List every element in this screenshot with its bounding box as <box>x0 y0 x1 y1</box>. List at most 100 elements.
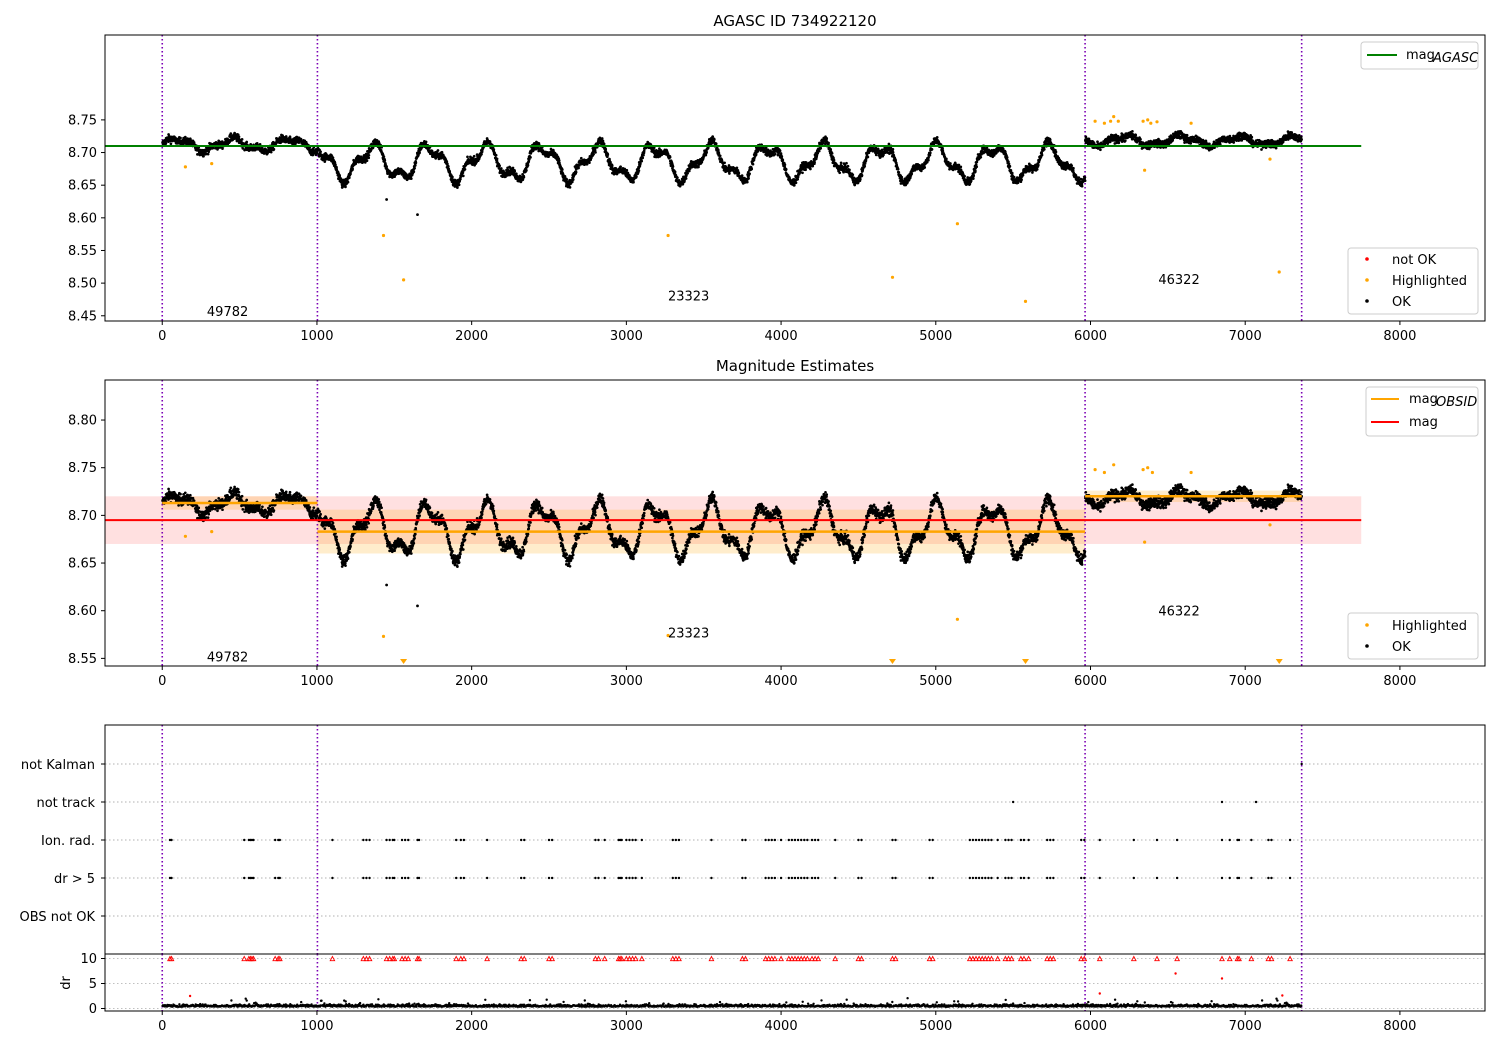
ok-point <box>192 141 196 144</box>
ok-point <box>747 177 750 180</box>
ok-point <box>1123 139 1127 143</box>
ok-point <box>737 171 741 175</box>
ok-point <box>735 166 739 170</box>
ok-point <box>494 153 498 157</box>
ok-point <box>472 154 476 158</box>
ok-point <box>754 153 758 157</box>
ok-point <box>1083 175 1087 179</box>
ok-point <box>577 166 580 170</box>
ok-point <box>891 150 895 154</box>
ok-point <box>935 135 939 139</box>
ok-point <box>780 155 784 158</box>
ok-point <box>784 167 788 171</box>
ok-point <box>809 167 812 171</box>
ok-point <box>255 142 259 145</box>
ok-point <box>945 157 948 161</box>
ok-point <box>534 147 538 151</box>
ok-point <box>637 169 641 172</box>
ok-point <box>712 138 716 141</box>
ok-point <box>900 175 904 179</box>
ok-point <box>560 168 564 171</box>
ok-point <box>632 180 635 184</box>
ok-point <box>499 167 503 170</box>
ok-point <box>1008 164 1012 168</box>
ok-point <box>367 156 371 160</box>
ok-point <box>832 159 836 162</box>
ok-point <box>466 155 469 159</box>
ok-point <box>258 142 262 146</box>
ok-point <box>513 169 517 173</box>
ok-point <box>848 168 851 172</box>
ok-point <box>880 148 884 152</box>
ok-point <box>1139 137 1142 141</box>
ok-point <box>456 186 459 189</box>
ok-point <box>910 172 914 176</box>
ok-point <box>385 165 388 168</box>
ok-point <box>221 147 224 150</box>
ok-point <box>461 174 465 178</box>
ok-point <box>851 173 855 177</box>
ok-point <box>845 161 848 165</box>
ok-point <box>335 165 338 169</box>
ok-point <box>495 157 499 161</box>
ok-point <box>365 159 369 163</box>
ok-point <box>1031 171 1034 174</box>
ok-point <box>671 165 675 168</box>
ok-point <box>413 166 416 170</box>
ok-point <box>745 180 749 184</box>
ok-point <box>563 175 567 178</box>
ok-point <box>445 160 449 163</box>
ok-point <box>1036 163 1040 167</box>
ok-point <box>1072 166 1075 170</box>
ok-point <box>829 148 833 151</box>
ok-point <box>315 151 319 155</box>
chart-title: AGASC ID 734922120 <box>713 12 876 30</box>
ok-point <box>245 140 249 144</box>
ok-point <box>1010 171 1014 175</box>
ok-point <box>642 149 646 153</box>
ok-point <box>459 177 462 181</box>
ok-point <box>1131 130 1134 133</box>
ok-point <box>866 155 870 159</box>
ok-point <box>588 161 591 165</box>
ok-point <box>957 163 961 167</box>
ok-point <box>863 164 867 168</box>
ok-point <box>839 161 843 165</box>
ok-point <box>568 186 572 189</box>
ok-point <box>557 159 561 162</box>
ok-point <box>1099 148 1102 152</box>
ok-point <box>897 170 901 174</box>
ok-point <box>610 164 614 168</box>
ok-point <box>240 138 244 141</box>
ok-point <box>979 155 983 159</box>
ok-point <box>272 147 276 151</box>
ok-point <box>413 164 417 167</box>
ok-point <box>424 140 428 144</box>
ok-point <box>697 165 700 169</box>
ok-point <box>609 160 612 164</box>
ok-point <box>676 176 679 180</box>
ok-point <box>237 135 241 139</box>
ok-point <box>1012 175 1016 179</box>
ok-point <box>346 180 350 184</box>
ok-point <box>412 170 416 174</box>
ok-point <box>1083 179 1087 183</box>
ok-point <box>860 173 864 177</box>
ok-point <box>206 152 210 156</box>
ok-point <box>349 172 352 176</box>
ok-point <box>1096 140 1099 144</box>
ok-point <box>891 147 895 151</box>
ok-point <box>323 160 327 163</box>
ok-point <box>299 137 303 141</box>
ok-point <box>969 179 973 183</box>
ok-point <box>339 177 343 180</box>
ok-point <box>602 142 606 146</box>
ok-point <box>923 166 927 169</box>
ok-point <box>971 177 975 180</box>
ok-point <box>813 160 816 164</box>
ok-point <box>1054 150 1058 154</box>
ok-point <box>409 177 413 180</box>
ok-point <box>1035 168 1039 171</box>
